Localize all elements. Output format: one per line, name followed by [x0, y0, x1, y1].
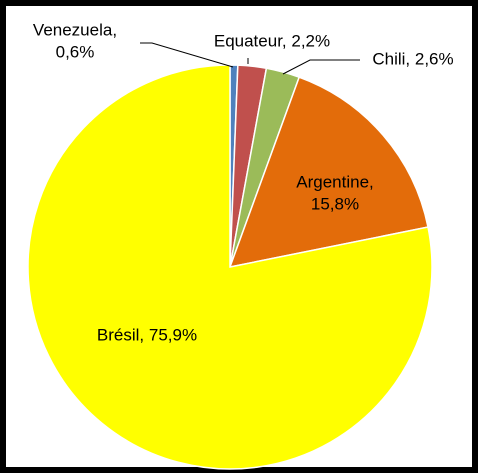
leader-line-venezuela	[140, 42, 234, 68]
data-label-equateur: Equateur, 2,2%	[214, 31, 330, 50]
data-label-br-sil: Brésil, 75,9%	[97, 325, 197, 344]
data-label-argentine-line2: 15,8%	[311, 194, 359, 213]
leader-lines	[140, 42, 360, 75]
data-label-venezuela-line1: Venezuela,	[33, 20, 117, 39]
pie-slice-br-sil	[27, 64, 433, 470]
pie-slice-argentine	[228, 76, 429, 268]
pie-slices	[27, 64, 433, 470]
data-label-chili: Chili, 2,6%	[372, 49, 453, 68]
leader-line-chili	[282, 59, 360, 75]
data-label-venezuela-line2: 0,6%	[56, 42, 95, 61]
data-labels: Venezuela, 0,6% Equateur, 2,2% Chili, 2,6% A…	[33, 20, 454, 344]
data-label-argentine-line1: Argentine,	[296, 172, 374, 191]
